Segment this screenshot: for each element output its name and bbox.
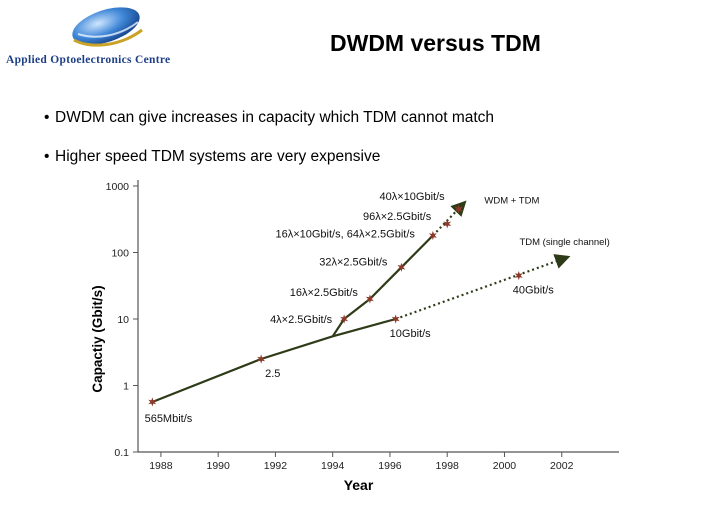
- tdm-dotted-line: [395, 254, 571, 321]
- bullet-dot: •: [44, 109, 50, 126]
- data-point-star: [340, 314, 349, 324]
- data-label: 32λ×2.5Gbit/s: [319, 256, 388, 268]
- x-axis-label: Year: [344, 477, 374, 493]
- bullet-text: Higher speed TDM systems are very expens…: [55, 148, 381, 165]
- data-label: 40Gbit/s: [513, 285, 554, 297]
- y-tick-label: 1: [123, 381, 129, 393]
- tdm-solid-line: [332, 317, 396, 338]
- x-tick-label: 1990: [206, 460, 230, 472]
- data-point-star: [428, 230, 437, 241]
- data-label: 4λ×2.5Gbit/s: [270, 314, 333, 326]
- y-tick-label: 1000: [106, 181, 130, 193]
- data-label: 16λ×2.5Gbit/s: [290, 287, 359, 299]
- x-tick-label: 2002: [550, 460, 574, 472]
- x-tick-label: 1988: [149, 460, 173, 472]
- y-tick-label: 100: [111, 248, 129, 260]
- data-point-star: [391, 314, 400, 324]
- bullet-item: • DWDM can give increases in capacity whi…: [44, 108, 494, 128]
- data-point-star: [514, 271, 523, 281]
- x-tick-label: 1998: [436, 460, 460, 472]
- y-axis-label: Capactiy (Gbit/s): [90, 285, 105, 392]
- data-label: 40λ×10Gbit/s: [380, 191, 446, 203]
- data-label: 565Mbit/s: [145, 413, 193, 425]
- logo-ellipse-icon: [72, 7, 143, 47]
- series-label-tdm: TDM (single channel): [519, 237, 609, 248]
- x-tick-label: 1992: [264, 460, 288, 472]
- series-label-wdm-tdm: WDM + TDM: [484, 196, 539, 207]
- slide-title: DWDM versus TDM: [330, 30, 541, 56]
- data-label: 10Gbit/s: [390, 328, 431, 340]
- data-label: 2.5: [265, 368, 280, 380]
- data-label: 16λ×10Gbit/s, 64λ×2.5Gbit/s: [275, 229, 415, 241]
- data-label: 96λ×2.5Gbit/s: [363, 211, 432, 223]
- logo: Applied Optoelectronics Centre: [6, 4, 206, 72]
- x-tick-label: 1994: [321, 460, 345, 472]
- y-tick-label: 10: [117, 314, 129, 326]
- data-point-star: [257, 354, 266, 364]
- data-point-star: [443, 219, 452, 229]
- data-point-star: [148, 397, 157, 407]
- capacity-chart: 0.1 1 10 100 1000 1988 1990 1992 1994 1996 1998 200…: [90, 180, 619, 493]
- data-point-star: [454, 204, 463, 214]
- x-tick-label: 2000: [493, 460, 517, 472]
- bullet-item: • Higher speed TDM systems are very expen…: [44, 147, 494, 167]
- data-point-star: [397, 262, 406, 272]
- y-tick-label: 0.1: [114, 447, 129, 459]
- bullet-dot: •: [44, 148, 50, 165]
- org-name: Applied Optoelectronics Centre: [6, 54, 171, 66]
- bullet-list: • DWDM can give increases in capacity whi…: [44, 108, 494, 186]
- x-tick-label: 1996: [378, 460, 402, 472]
- bullet-text: DWDM can give increases in capacity whic…: [55, 109, 495, 126]
- data-point-star: [365, 294, 374, 304]
